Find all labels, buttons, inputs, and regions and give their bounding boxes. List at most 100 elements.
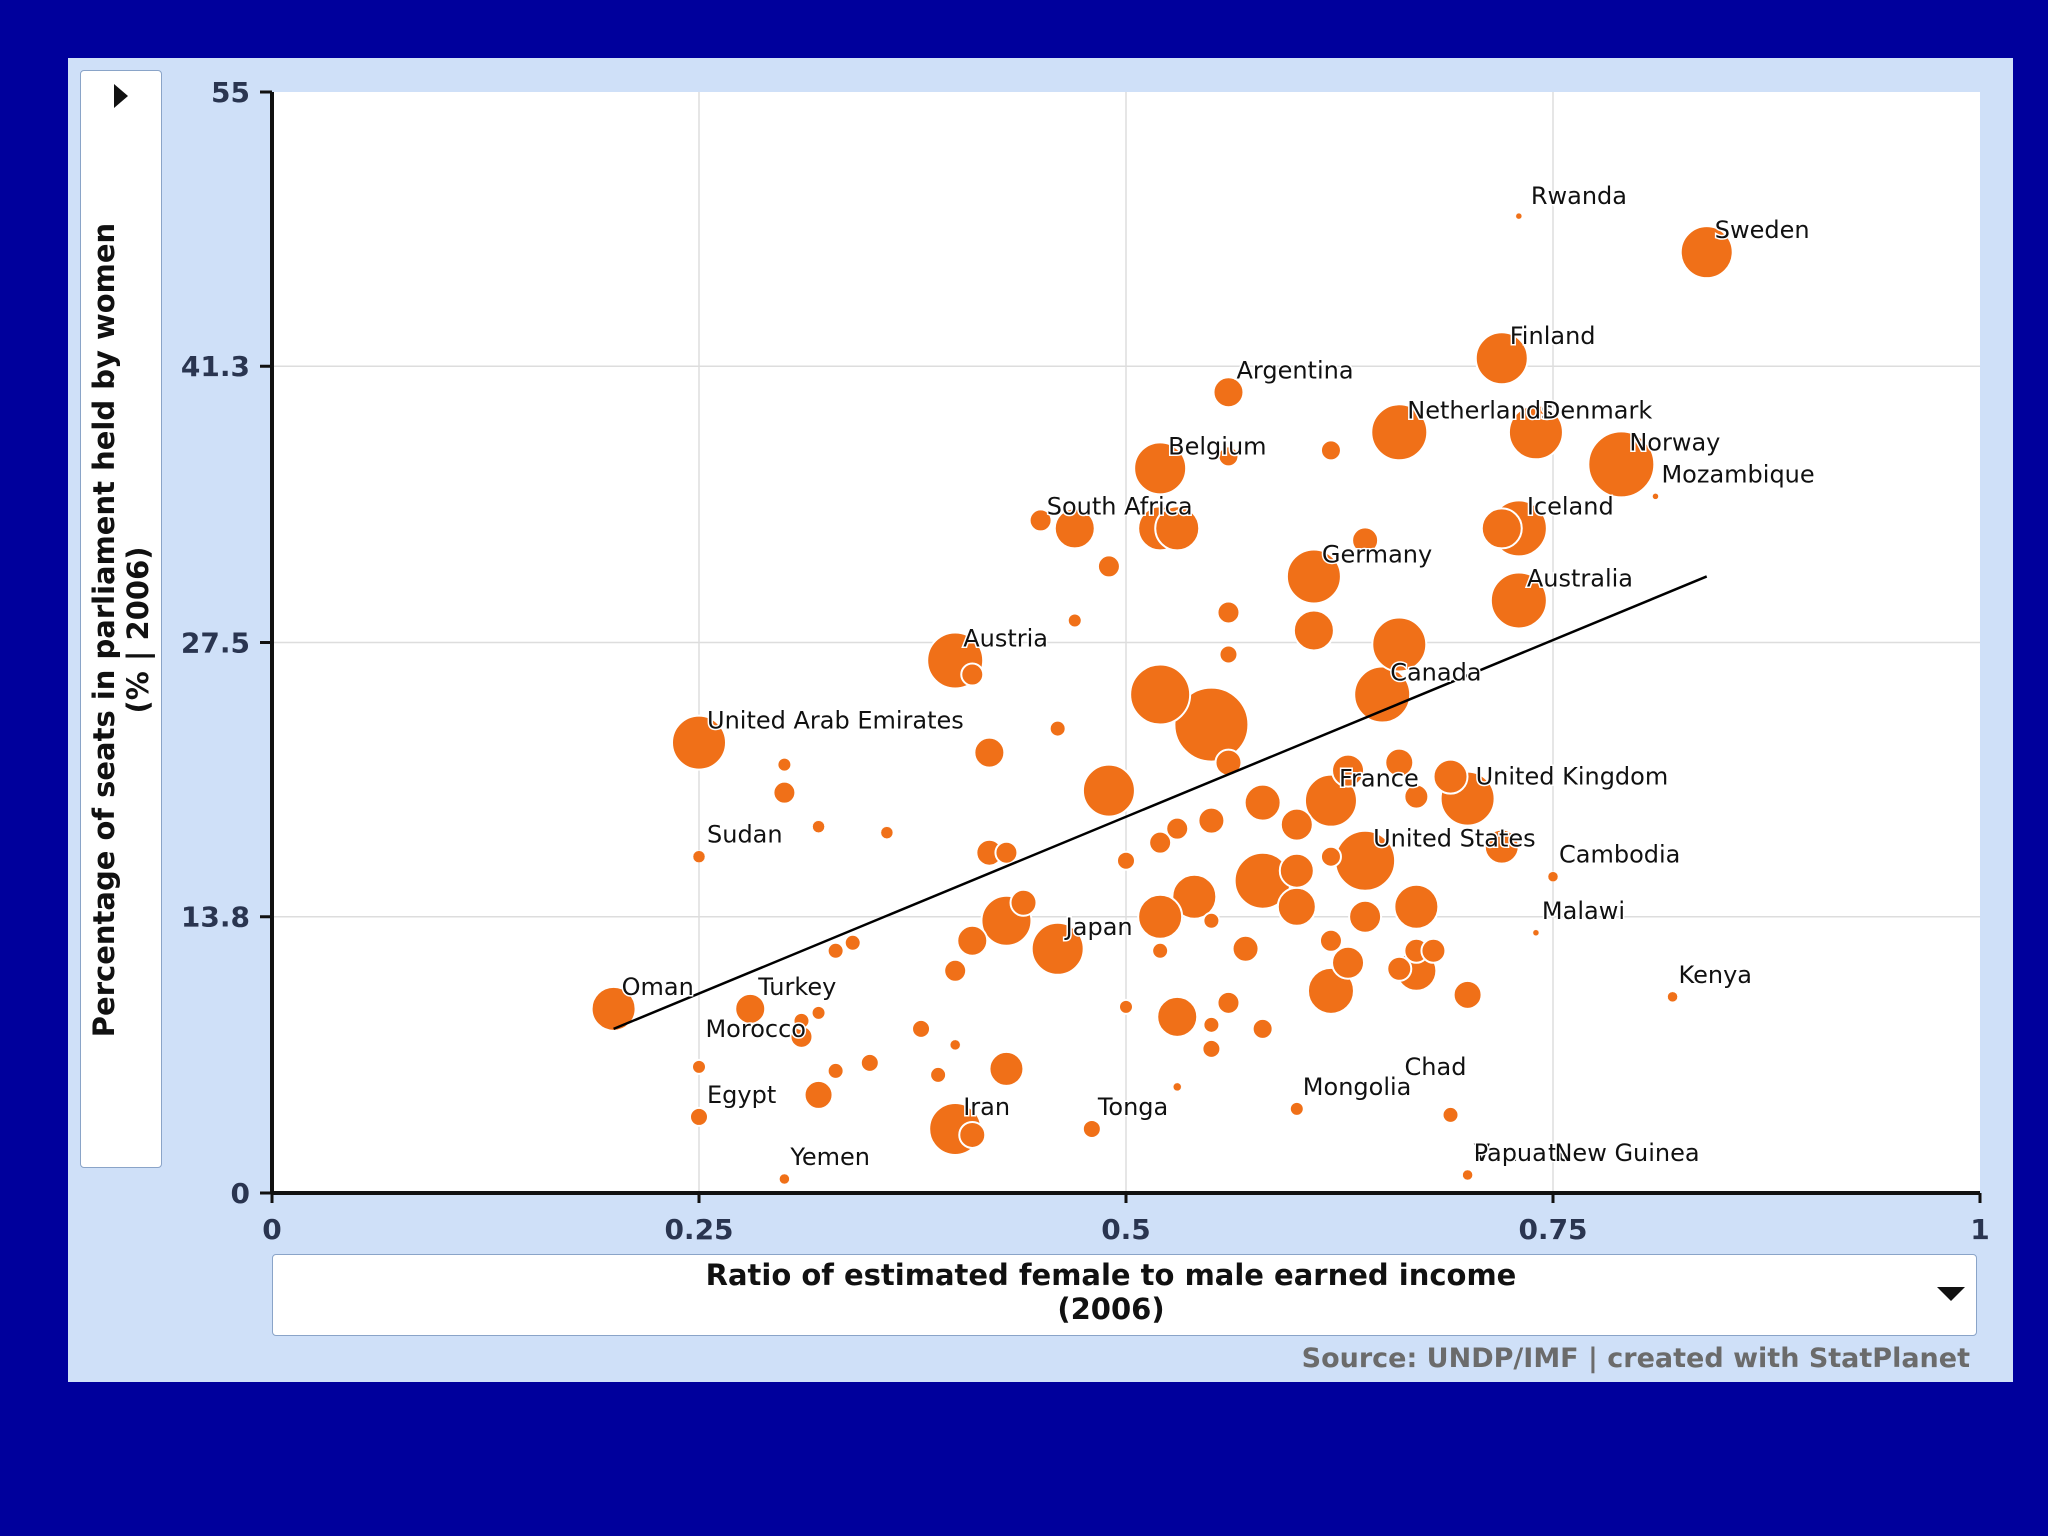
bubble-norway [1587, 430, 1656, 499]
point-label: Yemen [789, 1143, 870, 1171]
bubble [1331, 945, 1366, 980]
bubble [1197, 806, 1226, 835]
bubble [1348, 899, 1383, 934]
bubble [1319, 439, 1342, 462]
bubble [1393, 883, 1440, 930]
y-axis-selector[interactable] [80, 70, 162, 1168]
bubble-tonga [1081, 1118, 1102, 1139]
bubble [1483, 828, 1520, 865]
point-label: Iran [963, 1093, 1010, 1121]
bubble-oman [590, 985, 637, 1032]
x-tick-label: 0.5 [1101, 1213, 1151, 1246]
bubble [772, 780, 797, 805]
bubble [1243, 783, 1282, 822]
bubble [1096, 554, 1121, 579]
point-label: Iceland [1527, 492, 1614, 520]
y-tick-label: 0 [231, 1177, 250, 1210]
point-label: Papua New Guinea [1474, 1139, 1700, 1167]
bubble-france [1303, 773, 1358, 828]
bubble [1319, 845, 1342, 868]
bubble-australia [1489, 571, 1548, 630]
point-label: Rwanda [1531, 182, 1627, 210]
bubble [1216, 600, 1241, 625]
bubble [1081, 763, 1136, 818]
bubble [943, 958, 968, 983]
bubble [1351, 526, 1380, 555]
bubble-mongolia [1288, 1100, 1305, 1117]
bubble [988, 1050, 1025, 1087]
bubble [1279, 807, 1314, 842]
bubble [880, 826, 894, 839]
bubble [1048, 719, 1067, 738]
point-label: France [1339, 765, 1419, 793]
point-label: Japan [1064, 913, 1133, 941]
bubble [859, 1052, 880, 1073]
bubble [1306, 966, 1355, 1015]
bubble [1173, 686, 1250, 763]
bubble-egypt [689, 1106, 709, 1127]
bubble [843, 933, 862, 952]
y-tick-label: 55 [211, 76, 250, 109]
bubble-mozambique [1652, 493, 1659, 500]
point-label: Belgium [1168, 432, 1266, 460]
x-axis-dropdown-arrow-icon[interactable] [1937, 1287, 1965, 1301]
bubble [1116, 850, 1136, 871]
bubble [1371, 616, 1428, 673]
bubble-japan [1030, 921, 1085, 976]
bubble-chad [1441, 1105, 1460, 1124]
point-label: Malawi [1542, 897, 1625, 925]
x-tick-label: 0.75 [1518, 1213, 1587, 1246]
bubble [1171, 873, 1218, 920]
bubble-malawi [1532, 929, 1540, 937]
bubble-yemen [779, 1173, 790, 1185]
bubble-rwanda [1515, 212, 1523, 220]
bubble [973, 736, 1006, 769]
bubble [1202, 1015, 1221, 1034]
point-label: South Africa [1047, 492, 1193, 520]
point-label: Netherlands [1407, 396, 1553, 424]
bubble [1276, 886, 1317, 927]
bubble [1151, 941, 1170, 960]
trend-line [613, 575, 1708, 1031]
point-label: Mozambique [1661, 460, 1814, 488]
bubble [1331, 753, 1366, 788]
bubble [1154, 505, 1201, 552]
bubble [1217, 445, 1240, 468]
y-tick-label: 27.5 [181, 627, 250, 660]
point-label: Chad [1405, 1053, 1467, 1081]
bubble-united-arab-emirates [671, 714, 727, 771]
bubble [1118, 998, 1134, 1015]
bubble [1172, 1082, 1182, 1092]
bubble [1318, 928, 1343, 953]
bubble-argentina [1212, 376, 1245, 409]
point-label: Cambodia [1559, 841, 1680, 869]
bubble [1432, 758, 1469, 795]
y-tick-label: 41.3 [181, 350, 250, 383]
bubble-germany [1285, 548, 1342, 605]
x-axis-selector[interactable] [272, 1254, 1977, 1336]
bubble-netherlands [1370, 403, 1429, 462]
point-label: Kenya [1679, 961, 1752, 989]
x-axis-title: Ratio of estimated female to male earned… [705, 1258, 1517, 1326]
bubble [1148, 830, 1173, 855]
bubble-kenya [1667, 991, 1678, 1003]
bubble [803, 1079, 834, 1110]
bubble [826, 1061, 845, 1080]
bubble-belgium [1133, 441, 1188, 496]
bubble [958, 1120, 987, 1149]
point-label: United Kingdom [1476, 763, 1669, 791]
bubble [776, 756, 793, 773]
bubble-turkey [734, 992, 767, 1025]
bubble-south-africa [1053, 507, 1096, 550]
bubble [1129, 663, 1192, 726]
bubble-denmark [1507, 404, 1564, 461]
point-label: Tonga [1097, 1093, 1168, 1121]
point-label: Vanuatu [1474, 1139, 1573, 1167]
y-axis-expand-arrow-icon[interactable] [114, 84, 128, 108]
bubble [960, 662, 985, 687]
bubble [1480, 507, 1523, 550]
point-label: Sudan [707, 821, 783, 849]
bubble [1066, 612, 1083, 629]
bubble [1028, 508, 1053, 533]
